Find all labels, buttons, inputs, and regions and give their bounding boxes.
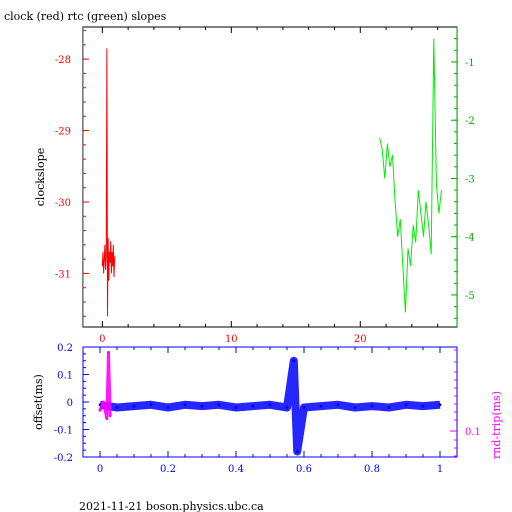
scatter-point-offset — [183, 403, 187, 407]
scatter-point-offset — [438, 403, 442, 407]
scatter-point-offset — [200, 404, 204, 408]
bottom-y2-axis-label: rnd-trip(ms) — [490, 391, 503, 459]
top-x-tick-label: 20 — [354, 334, 367, 345]
top-y2-tick-label: -5 — [465, 291, 475, 302]
bottom-y-tick-label: 0 — [67, 398, 73, 409]
scatter-point-offset — [217, 403, 221, 407]
bottom-x-tick-label: 0.2 — [160, 464, 176, 475]
scatter-point-offset — [292, 359, 296, 363]
scatter-point-offset — [268, 403, 272, 407]
bottom-y-tick-label: -0.1 — [54, 426, 73, 437]
scatter-point-offset — [285, 406, 289, 409]
scatter-point-offset — [404, 403, 408, 407]
scatter-point-offset — [115, 406, 119, 409]
top-y2-tick-label: -1 — [465, 58, 475, 69]
footer-text: 2021-11-21 boson.physics.ubc.ca — [79, 500, 264, 512]
top-y2-tick-label: -2 — [465, 116, 475, 127]
bottom-x-tick-label: 1 — [437, 464, 443, 475]
bottom-x-tick-label: 0 — [97, 464, 103, 475]
bottom-y-tick-label: 0.2 — [57, 343, 73, 354]
scatter-point-offset — [387, 406, 391, 409]
top-right-axis — [456, 27, 458, 327]
chart-title: clock (red) rtc (green) slopes — [4, 10, 167, 23]
top-y-tick-label: -28 — [55, 55, 71, 66]
scatter-point-offset — [302, 406, 306, 409]
bottom-axes: 0 0.2 0.4 0.6 0.8 1 0.2 0.1 0 -0.1 -0.2 0.1 — [54, 343, 481, 475]
bottom-y2-tick-label: 0.1 — [465, 427, 481, 438]
top-y2-tick-label: -4 — [465, 233, 475, 244]
scatter-point-rnd-trip — [107, 351, 110, 354]
scatter-point-offset — [234, 406, 238, 409]
top-y-axis-label: clockslope — [34, 148, 47, 206]
top-axes: 0 10 20 -28 -29 -30 -31 -1 -2 -3 -4 -5 — [55, 27, 475, 345]
scatter-point-offset — [319, 404, 323, 408]
bottom-x-tick-label: 0.4 — [228, 464, 244, 475]
top-y-tick-label: -31 — [55, 269, 71, 280]
bottom-y-tick-label: 0.1 — [57, 371, 73, 382]
top-chart: 0 10 20 -28 -29 -30 -31 -1 -2 -3 -4 -5 clockslope — [34, 26, 475, 345]
bottom-x-tick-label: 0.6 — [296, 464, 312, 475]
scatter-point-offset — [166, 406, 170, 409]
top-plot-frame — [82, 26, 458, 328]
scatter-point-offset — [336, 403, 340, 407]
scatter-point-offset — [295, 450, 299, 453]
bottom-chart: 0 0.2 0.4 0.6 0.8 1 0.2 0.1 0 -0.1 -0.2 0.1 offset(… — [32, 343, 503, 475]
scatter-point-rnd-trip — [108, 414, 112, 418]
bottom-x-tick-label: 0.8 — [364, 464, 380, 475]
scatter-point-offset — [132, 404, 136, 408]
series-line-clock — [101, 48, 116, 317]
top-y-tick-label: -30 — [55, 198, 71, 209]
scatter-point-offset — [353, 406, 357, 409]
bottom-y-axis-label: offset(ms) — [32, 374, 45, 430]
scatter-point-offset — [149, 403, 153, 407]
series-band-rnd-trip — [98, 351, 112, 420]
scatter-point-offset — [370, 404, 374, 408]
top-y2-tick-label: -3 — [465, 174, 475, 185]
scatter-point-rnd-trip — [102, 400, 105, 404]
scatter-point-rnd-trip — [98, 408, 102, 412]
scatter-point-offset — [251, 404, 255, 408]
series-line-rtc — [379, 38, 442, 313]
top-x-tick-label: 10 — [225, 334, 238, 345]
bottom-y-tick-label: -0.2 — [54, 453, 73, 464]
top-series-layer — [101, 38, 442, 317]
top-x-tick-label: 0 — [99, 334, 105, 345]
top-left-axis — [83, 27, 84, 327]
scatter-point-offset — [421, 404, 425, 408]
bottom-series-layer — [98, 351, 442, 456]
top-y-tick-label: -29 — [55, 127, 71, 138]
scatter-point-rnd-trip — [105, 417, 109, 420]
